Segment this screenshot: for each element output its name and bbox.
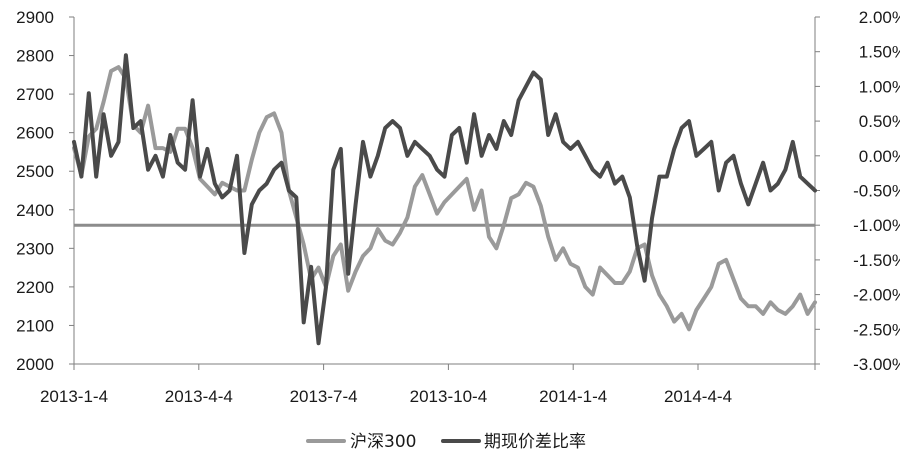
right-axis-tick-label: 0.00% (859, 147, 900, 166)
left-axis-tick-label: 2900 (16, 8, 54, 27)
x-axis-tick-label: 2013-1-4 (40, 387, 108, 406)
right-axis-tick-label: -2.00% (853, 286, 900, 305)
right-axis-tick-label: -1.00% (853, 216, 900, 235)
legend: 沪深300 期现价差比率 (306, 432, 586, 452)
right-axis-tick-label: 0.50% (859, 112, 900, 131)
left-axis-tick-label: 2400 (16, 201, 54, 220)
right-axis-tick-label: -0.50% (853, 182, 900, 201)
left-axis-tick-label: 2600 (16, 124, 54, 143)
x-axis-tick-label: 2013-4-4 (165, 387, 233, 406)
right-axis-tick-label: -2.50% (853, 320, 900, 339)
series-line-basis-ratio (72, 53, 817, 346)
left-axis-tick-label: 2100 (16, 316, 54, 335)
right-axis-tick-label: 1.50% (859, 43, 900, 62)
left-axis-tick-label: 2500 (16, 162, 54, 181)
right-axis-tick-label: -1.50% (853, 251, 900, 270)
legend-item-basis-ratio: 期现价差比率 (441, 432, 586, 452)
series-line-hs300 (72, 65, 817, 332)
left-axis-tick-label: 2300 (16, 239, 54, 258)
left-axis-tick-label: 2700 (16, 85, 54, 104)
legend-item-hs300: 沪深300 (306, 432, 416, 452)
right-axis-tick-label: 1.00% (859, 77, 900, 96)
axes: 2000 2100 2200 2300 2400 2500 2600 2700 2800 2900… (16, 8, 900, 406)
left-axis-tick-label: 2200 (16, 278, 54, 297)
x-axis-tick-label: 2014-4-4 (664, 387, 732, 406)
right-axis-tick-label: -3.00% (853, 355, 900, 374)
legend-label: 沪深300 (350, 432, 416, 452)
legend-label: 期现价差比率 (484, 432, 586, 452)
left-axis-tick-label: 2800 (16, 47, 54, 66)
series-layer (72, 53, 817, 346)
x-axis-tick-label: 2013-7-4 (290, 387, 358, 406)
x-axis-tick-label: 2013-10-4 (410, 387, 488, 406)
x-axis-tick-label: 2014-1-4 (539, 387, 607, 406)
left-axis-tick-label: 2000 (16, 355, 54, 374)
right-axis-tick-label: 2.00% (859, 8, 900, 27)
